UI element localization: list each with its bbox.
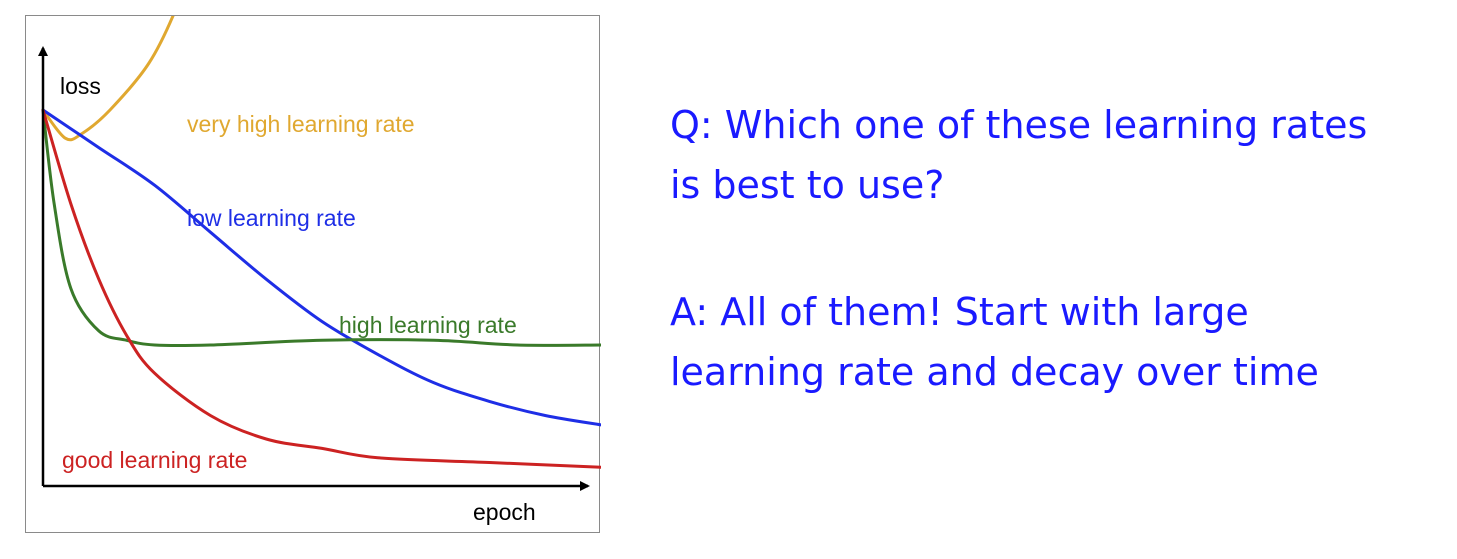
series-line-low-learning-rate	[41, 108, 601, 427]
answer-line-2: learning rate and decay over time	[670, 350, 1319, 394]
question-text: Q: Which one of these learning rates is …	[670, 95, 1367, 215]
x-axis-label: epoch	[473, 499, 536, 525]
answer-text: A: All of them! Start with large learnin…	[670, 282, 1319, 402]
label-high-learning-rate: high learning rate	[339, 312, 517, 338]
y-axis-label: loss	[60, 73, 101, 99]
label-low-learning-rate: low learning rate	[187, 205, 356, 231]
learning-rate-chart: loss epoch very high learning rate low l…	[38, 16, 601, 525]
question-line-1: Q: Which one of these learning rates	[670, 103, 1368, 147]
label-very-high-learning-rate: very high learning rate	[187, 111, 415, 137]
series-line-very-high-learning-rate	[41, 16, 175, 142]
series-line-high-learning-rate	[41, 108, 601, 348]
chart-frame: loss epoch very high learning rate low l…	[25, 15, 601, 533]
label-good-learning-rate: good learning rate	[62, 447, 247, 473]
answer-line-1: A: All of them! Start with large	[670, 290, 1249, 334]
series-layer	[41, 16, 601, 469]
series-line-good-learning-rate	[41, 108, 601, 469]
question-line-2: is best to use?	[670, 163, 945, 207]
